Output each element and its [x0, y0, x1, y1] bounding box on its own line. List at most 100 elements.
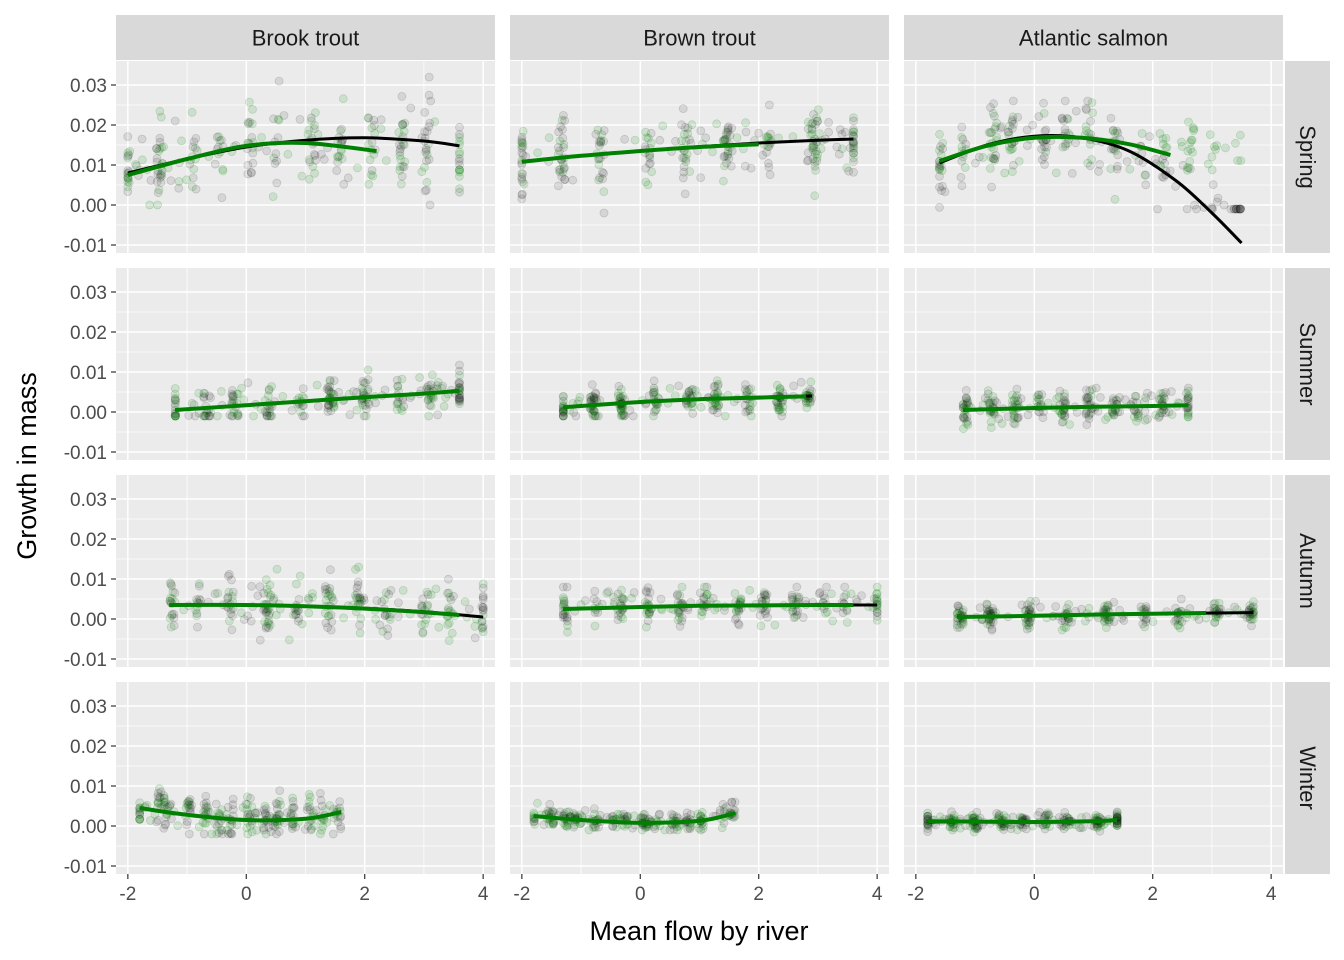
black-point	[191, 133, 201, 143]
green-point	[160, 797, 170, 807]
black-point	[1141, 180, 1151, 190]
black-point	[1083, 395, 1092, 404]
black-point	[947, 807, 956, 817]
black-point	[1009, 160, 1018, 170]
green-point	[393, 381, 403, 391]
green-point	[684, 387, 694, 397]
green-point	[394, 127, 404, 137]
green-fit-line	[563, 602, 854, 611]
green-point	[395, 165, 405, 175]
black-point	[684, 388, 694, 398]
black-point	[334, 151, 344, 161]
black-point	[464, 604, 474, 614]
green-point	[802, 403, 812, 413]
black-point	[756, 593, 766, 602]
black-point	[723, 125, 733, 135]
black-point	[152, 153, 162, 163]
black-point	[217, 826, 227, 835]
black-point	[558, 125, 567, 134]
green-point	[713, 381, 723, 391]
black-point	[699, 594, 709, 604]
black-point	[426, 96, 436, 106]
black-point	[680, 189, 690, 199]
black-point	[1112, 810, 1122, 819]
green-point	[355, 595, 365, 604]
black-point	[384, 589, 394, 599]
green-point	[124, 178, 134, 188]
green-point	[194, 579, 204, 589]
green-point	[1005, 145, 1015, 155]
black-point	[730, 797, 740, 807]
black-point	[316, 795, 326, 805]
green-point	[1210, 618, 1220, 627]
black-point	[971, 823, 981, 833]
y-tick-label: 0.01	[70, 363, 107, 384]
green-point	[969, 827, 979, 837]
y-tick-label: 0.00	[70, 403, 107, 424]
black-point	[246, 616, 256, 626]
black-point	[352, 583, 362, 593]
green-point	[441, 393, 451, 402]
black-point	[1081, 393, 1091, 403]
green-point	[759, 588, 769, 597]
green-point	[263, 391, 273, 401]
black-point	[518, 150, 528, 160]
green-point	[228, 392, 238, 402]
green-point	[264, 408, 274, 417]
green-point	[433, 377, 443, 387]
black-point	[228, 395, 238, 405]
green-point	[722, 127, 731, 137]
black-point	[1060, 392, 1069, 402]
black-point	[418, 594, 428, 604]
green-point	[396, 404, 406, 414]
green-point	[983, 386, 993, 396]
black-point	[363, 375, 373, 385]
green-point	[958, 605, 968, 615]
green-point	[1183, 163, 1192, 173]
green-point	[999, 811, 1009, 820]
green-point	[1183, 412, 1193, 422]
black-point	[518, 177, 527, 187]
green-point	[145, 816, 155, 825]
green-point	[167, 594, 177, 604]
black-point	[681, 154, 691, 164]
green-point	[1249, 614, 1258, 624]
black-point	[696, 173, 706, 183]
green-point	[422, 177, 432, 187]
black-point	[1136, 602, 1146, 612]
black-point	[353, 580, 363, 590]
green-point	[247, 119, 257, 129]
black-point	[291, 609, 301, 619]
green-point	[697, 611, 706, 620]
black-point	[455, 393, 464, 403]
green-point	[1157, 394, 1166, 403]
green-point	[1112, 811, 1122, 821]
green-point	[1010, 411, 1020, 421]
black-point	[558, 407, 568, 417]
green-point	[297, 619, 307, 629]
black-point	[1183, 408, 1193, 418]
black-point	[591, 389, 601, 399]
black-point	[714, 401, 723, 411]
green-point	[586, 392, 596, 402]
green-point	[227, 592, 237, 601]
black-point	[363, 384, 373, 394]
black-point	[169, 613, 179, 623]
black-point	[1158, 154, 1167, 164]
black-point	[304, 595, 314, 605]
black-point	[1141, 170, 1150, 180]
green-point	[548, 820, 558, 829]
black-point	[595, 141, 604, 150]
black-point	[1143, 388, 1152, 398]
green-point	[184, 798, 194, 807]
black-point	[478, 624, 487, 633]
green-point	[137, 155, 147, 165]
green-point	[1185, 138, 1195, 147]
black-point	[727, 797, 736, 807]
black-point	[255, 582, 265, 591]
black-point	[170, 395, 180, 405]
black-point	[595, 810, 605, 820]
black-point	[182, 799, 192, 808]
y-tick-label: -0.01	[64, 443, 107, 464]
green-point	[1052, 394, 1061, 404]
